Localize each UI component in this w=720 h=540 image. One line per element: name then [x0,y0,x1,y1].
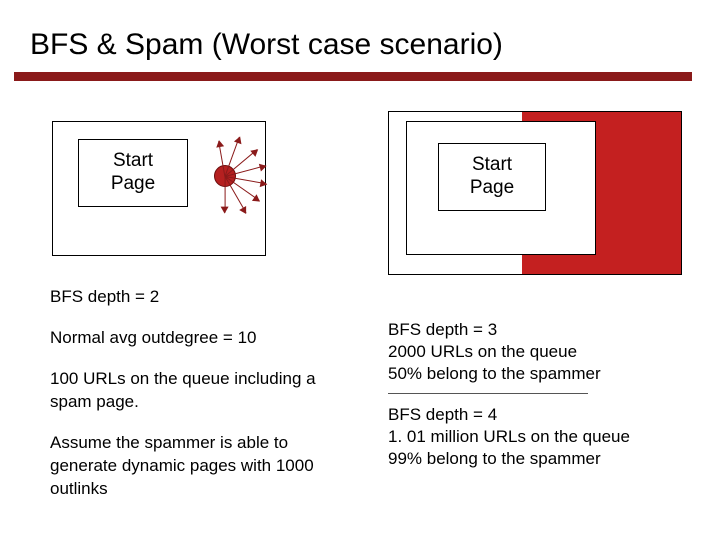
right-b1-l1: BFS depth = 3 [388,319,698,341]
left-start-page-box: Start Page [78,139,188,207]
right-block-1: BFS depth = 3 2000 URLs on the queue 50%… [388,319,698,385]
separator-line [388,393,588,394]
arrow-icon [224,177,225,213]
right-start-page-box: Start Page [438,143,546,211]
right-b1-l3: 50% belong to the spammer [388,363,698,385]
accent-bar [14,72,692,81]
right-diagram: Start Page [388,111,688,286]
title-block: BFS & Spam (Worst case scenario) [0,0,720,72]
right-b2-l1: BFS depth = 4 [388,404,698,426]
left-p1: BFS depth = 2 [50,286,350,309]
content-area: Start Page Start Page BFS depth = 2 Norm… [0,81,720,531]
right-b2-l3: 99% belong to the spammer [388,448,698,470]
right-text-block: BFS depth = 3 2000 URLs on the queue 50%… [388,319,698,479]
right-b2-l2: 1. 01 million URLs on the queue [388,426,698,448]
left-diagram: Start Page [52,121,282,261]
right-block-2: BFS depth = 4 1. 01 million URLs on the … [388,404,698,470]
left-p4: Assume the spammer is able to generate d… [50,432,350,501]
right-b1-l2: 2000 URLs on the queue [388,341,698,363]
left-text-block: BFS depth = 2 Normal avg outdegree = 10 … [50,286,350,519]
slide-title: BFS & Spam (Worst case scenario) [30,28,690,62]
left-p3: 100 URLs on the queue including a spam p… [50,368,350,414]
left-p2: Normal avg outdegree = 10 [50,327,350,350]
